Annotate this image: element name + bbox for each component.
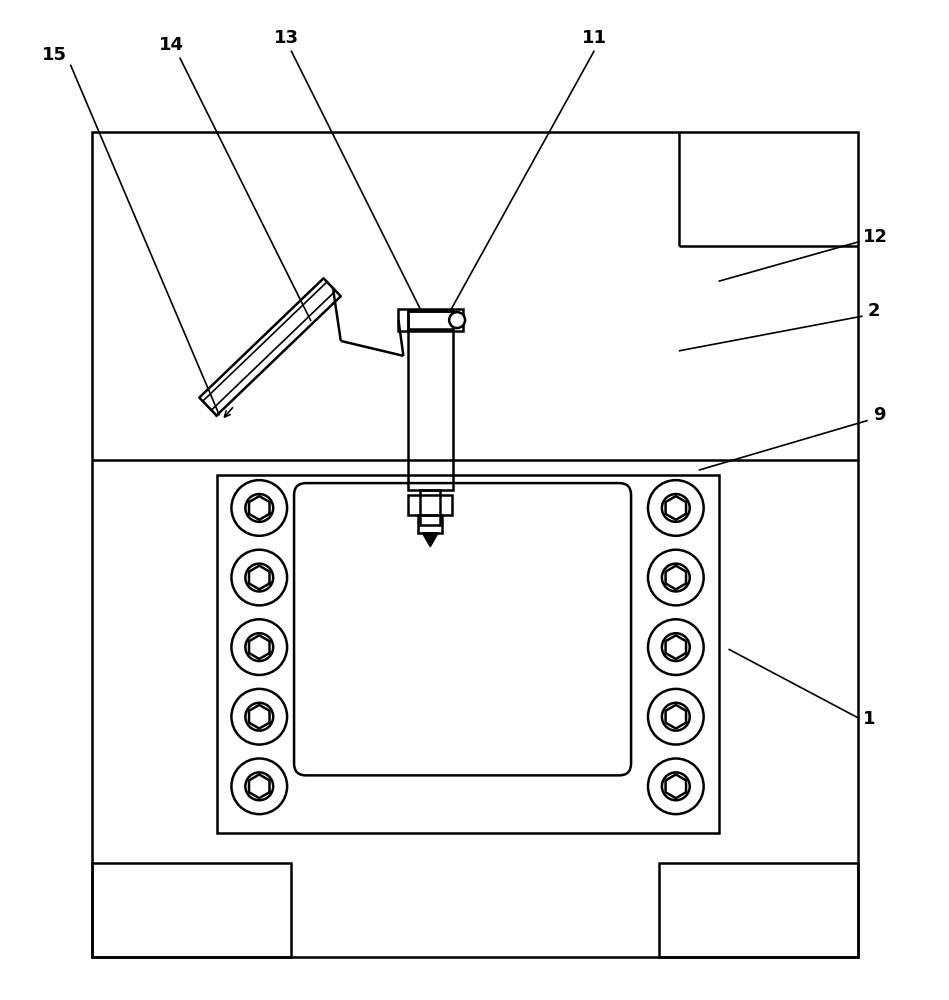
Circle shape bbox=[648, 758, 703, 814]
Text: 1: 1 bbox=[863, 710, 875, 728]
Circle shape bbox=[246, 494, 273, 522]
Circle shape bbox=[661, 564, 690, 591]
Bar bbox=[92, 863, 291, 957]
Circle shape bbox=[246, 703, 273, 731]
Text: 13: 13 bbox=[273, 29, 299, 47]
Circle shape bbox=[661, 772, 690, 800]
Circle shape bbox=[232, 550, 288, 605]
Circle shape bbox=[648, 550, 703, 605]
Circle shape bbox=[661, 633, 690, 661]
Circle shape bbox=[449, 312, 465, 328]
Bar bbox=[408, 311, 453, 329]
Circle shape bbox=[232, 689, 288, 745]
Circle shape bbox=[246, 633, 273, 661]
Bar bbox=[659, 863, 858, 957]
Bar bbox=[420, 490, 440, 525]
Circle shape bbox=[232, 758, 288, 814]
Text: 15: 15 bbox=[42, 46, 67, 64]
Circle shape bbox=[661, 703, 690, 731]
Text: 2: 2 bbox=[867, 302, 880, 320]
Bar bbox=[408, 495, 452, 515]
Bar bbox=[216, 475, 718, 833]
Circle shape bbox=[648, 689, 703, 745]
Text: 9: 9 bbox=[873, 406, 885, 424]
Bar bbox=[92, 132, 858, 957]
Bar bbox=[419, 515, 442, 533]
Circle shape bbox=[648, 619, 703, 675]
Circle shape bbox=[232, 480, 288, 536]
Text: 14: 14 bbox=[159, 36, 184, 54]
Polygon shape bbox=[422, 533, 438, 547]
Circle shape bbox=[232, 619, 288, 675]
Circle shape bbox=[648, 480, 703, 536]
Circle shape bbox=[246, 772, 273, 800]
Bar bbox=[399, 309, 463, 331]
Text: 11: 11 bbox=[582, 29, 606, 47]
Text: 12: 12 bbox=[863, 228, 887, 246]
Circle shape bbox=[246, 564, 273, 591]
Circle shape bbox=[661, 494, 690, 522]
Bar bbox=[408, 311, 453, 490]
